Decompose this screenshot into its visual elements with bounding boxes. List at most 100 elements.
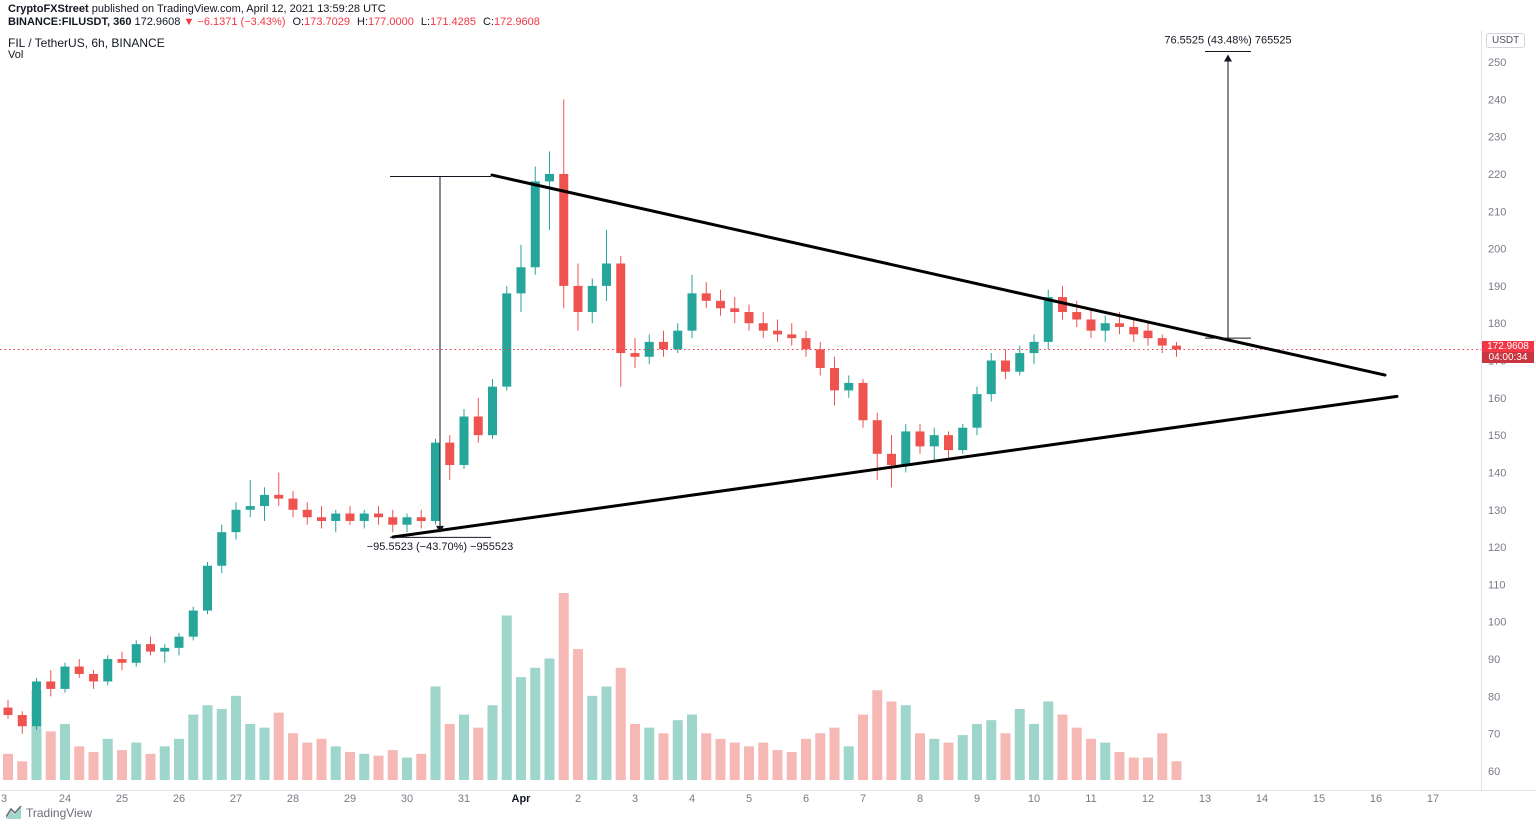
trendlines-layer[interactable] xyxy=(391,173,1399,539)
candle-body xyxy=(1072,312,1082,320)
volume-bar xyxy=(31,690,42,780)
candle-body xyxy=(616,263,626,354)
volume-bar xyxy=(117,750,127,780)
volume-bar xyxy=(145,753,156,780)
candle-body xyxy=(659,341,668,350)
candle-body xyxy=(1086,319,1096,331)
candle-body xyxy=(3,707,13,716)
time-tick-label: 24 xyxy=(59,793,71,805)
candle-body xyxy=(431,442,440,521)
volume-bar xyxy=(402,757,412,780)
volume-bar xyxy=(501,615,512,780)
candle-body xyxy=(274,494,284,499)
volume-bar xyxy=(815,733,826,780)
volume-bar xyxy=(687,714,697,780)
candle-body xyxy=(944,435,953,451)
price-tick-label: 120 xyxy=(1488,542,1506,554)
candle-body xyxy=(587,285,597,313)
candle-body xyxy=(117,659,127,663)
candle-body xyxy=(260,494,269,507)
volume-bar xyxy=(74,746,85,780)
candle-body xyxy=(502,293,512,387)
price-tick-label: 190 xyxy=(1488,281,1506,293)
volume-bar xyxy=(544,658,555,780)
time-tick-label: 14 xyxy=(1256,793,1268,805)
candle-body xyxy=(830,367,839,391)
volume-bar xyxy=(601,686,612,780)
time-tick-label: 27 xyxy=(230,793,242,805)
volume-bar xyxy=(801,738,811,780)
candle-body xyxy=(1001,360,1010,372)
candle-body xyxy=(1043,297,1053,342)
volume-bar xyxy=(758,742,769,780)
measure-annotations[interactable]: −95.5523 (−43.70%) −955523 76.5525 (43.48… xyxy=(367,35,1292,553)
volume-bar xyxy=(658,733,669,780)
volume-bar xyxy=(1057,714,1068,780)
candle-body xyxy=(858,382,868,421)
volume-bar xyxy=(131,742,142,780)
close-label: C: xyxy=(482,16,494,28)
candle-body xyxy=(302,509,312,518)
volume-bar xyxy=(473,727,484,780)
volume-bar xyxy=(829,727,840,780)
candle-body xyxy=(17,715,27,727)
time-axis-labels[interactable]: 3 24 25 26 27 28 29 30 31 Apr 2 3 4 5 6 7 8 9 10 11 12 13 14 15… xyxy=(1,793,1439,805)
time-tick-label: 15 xyxy=(1313,793,1325,805)
time-tick-label: 3 xyxy=(1,793,7,805)
candle-body xyxy=(203,565,212,611)
time-tick-label: 17 xyxy=(1427,793,1439,805)
volume-bar xyxy=(1128,757,1139,780)
volume-bar xyxy=(444,723,455,780)
candle-body xyxy=(345,513,355,521)
chart-legend-title[interactable]: FIL / TetherUS, 6h, BINANCE xyxy=(8,36,165,50)
volume-bar xyxy=(1171,761,1182,780)
price-tick-label: 90 xyxy=(1488,654,1500,666)
currency-toggle-button[interactable]: USDT xyxy=(1486,33,1526,48)
candle-body xyxy=(986,360,996,395)
time-tick-label: 4 xyxy=(689,793,695,805)
volume-bar xyxy=(1043,701,1054,780)
candle-body xyxy=(445,442,455,466)
volume-bar xyxy=(1000,733,1011,780)
volume-bar xyxy=(644,727,655,780)
price-axis-ticks[interactable]: 2502402302202102001901801701601501401301… xyxy=(1488,57,1506,778)
candle-body xyxy=(331,513,341,521)
candle-body xyxy=(32,681,41,727)
candle-body xyxy=(402,517,412,525)
candle-body xyxy=(488,386,497,436)
volume-bar xyxy=(886,701,897,780)
volume-bar xyxy=(88,751,99,780)
tradingview-logo[interactable]: TradingView xyxy=(6,806,92,820)
candle-body xyxy=(530,181,540,268)
price-tick-label: 110 xyxy=(1488,579,1506,591)
volume-bar xyxy=(487,705,498,780)
candle-body xyxy=(787,334,797,339)
volume-indicator-label[interactable]: Vol xyxy=(8,49,24,61)
volume-bar xyxy=(302,742,313,780)
candle-body xyxy=(673,330,683,350)
volume-bar xyxy=(231,695,241,780)
volume-layer xyxy=(3,593,1182,780)
candle-body xyxy=(1157,338,1167,346)
candle-body xyxy=(972,394,982,428)
volume-bar xyxy=(373,755,384,780)
volume-bar xyxy=(587,695,598,780)
volume-bar xyxy=(273,712,284,780)
measure-label: 76.5525 (43.48%) 765525 xyxy=(1164,35,1291,47)
volume-bar xyxy=(516,677,526,780)
volume-bar xyxy=(1143,757,1153,780)
price-tick-label: 70 xyxy=(1488,729,1500,741)
volume-bar xyxy=(972,723,982,780)
volume-bar xyxy=(929,738,940,780)
candle-body xyxy=(630,353,640,357)
candle-body xyxy=(573,285,583,313)
time-tick-label: 12 xyxy=(1142,793,1154,805)
candle-body xyxy=(46,681,56,689)
volume-bar xyxy=(1114,751,1125,780)
tradingview-logo-icon xyxy=(6,806,22,819)
price-tick-label: 100 xyxy=(1488,617,1506,629)
candle-body xyxy=(687,293,697,331)
volume-bar xyxy=(60,723,70,780)
candle-body xyxy=(245,506,255,510)
